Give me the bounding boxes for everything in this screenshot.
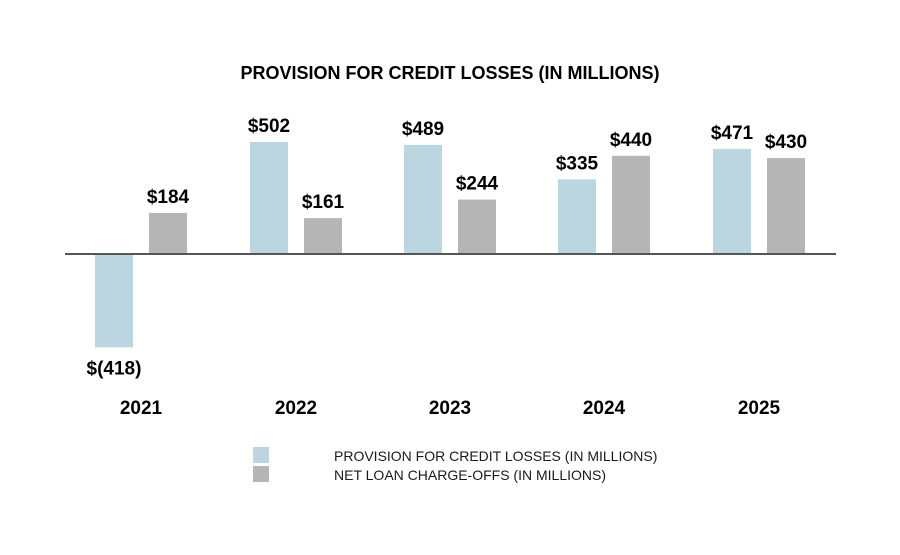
category-label-2022: 2022	[275, 398, 317, 419]
legend-label-provision: PROVISION FOR CREDIT LOSSES (IN MILLIONS…	[334, 448, 657, 464]
category-label-2021: 2021	[120, 398, 163, 419]
data-label-charge-offs-2024: $440	[610, 130, 652, 151]
data-label-provision-2025: $471	[711, 123, 754, 144]
bar-charge-offs-2023	[458, 199, 496, 254]
data-label-provision-2022: $502	[248, 116, 290, 137]
data-label-provision-2023: $489	[402, 119, 444, 140]
category-label-2023: 2023	[429, 398, 471, 419]
bar-provision-2024	[558, 179, 596, 254]
data-label-provision-2021: $(418)	[87, 358, 142, 379]
category-labels-group: 2021 2022 2023 2024 2025	[120, 398, 781, 419]
data-label-charge-offs-2021: $184	[147, 187, 190, 208]
bar-provision-2023	[404, 144, 442, 254]
value-labels-group: $(418) $502 $489 $335 $471 $184 $161 $244 $440 $4…	[87, 116, 808, 379]
bar-provision-2022	[250, 142, 288, 254]
category-label-2025: 2025	[738, 398, 781, 419]
bars-group	[95, 142, 805, 348]
bar-charge-offs-2022	[304, 218, 342, 254]
bar-charge-offs-2025	[767, 158, 805, 254]
data-label-charge-offs-2025: $430	[765, 132, 807, 153]
data-label-provision-2024: $335	[556, 153, 599, 174]
bar-provision-2025	[713, 148, 751, 254]
bar-charge-offs-2024	[612, 155, 650, 254]
data-label-charge-offs-2023: $244	[456, 174, 499, 195]
legend-swatch-charge-offs	[253, 466, 269, 482]
data-label-charge-offs-2022: $161	[302, 192, 345, 213]
bar-charge-offs-2021	[149, 212, 187, 254]
legend-label-charge-offs: NET LOAN CHARGE-OFFS (IN MILLIONS)	[334, 467, 606, 483]
category-label-2024: 2024	[583, 398, 626, 419]
chart-title: PROVISION FOR CREDIT LOSSES (IN MILLIONS…	[240, 63, 659, 83]
legend: PROVISION FOR CREDIT LOSSES (IN MILLIONS…	[253, 447, 657, 483]
bar-provision-2021	[95, 254, 133, 348]
legend-swatch-provision	[253, 447, 269, 463]
